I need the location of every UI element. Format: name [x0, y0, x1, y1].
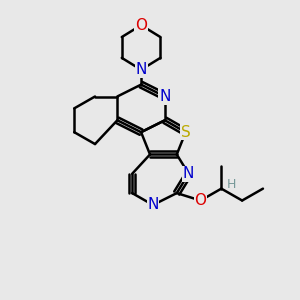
Text: N: N — [147, 197, 159, 212]
Text: N: N — [135, 62, 147, 77]
Text: O: O — [135, 18, 147, 33]
Text: N: N — [159, 89, 170, 104]
Text: S: S — [181, 125, 190, 140]
Text: H: H — [227, 178, 236, 191]
Text: O: O — [194, 193, 206, 208]
Text: N: N — [183, 166, 194, 181]
